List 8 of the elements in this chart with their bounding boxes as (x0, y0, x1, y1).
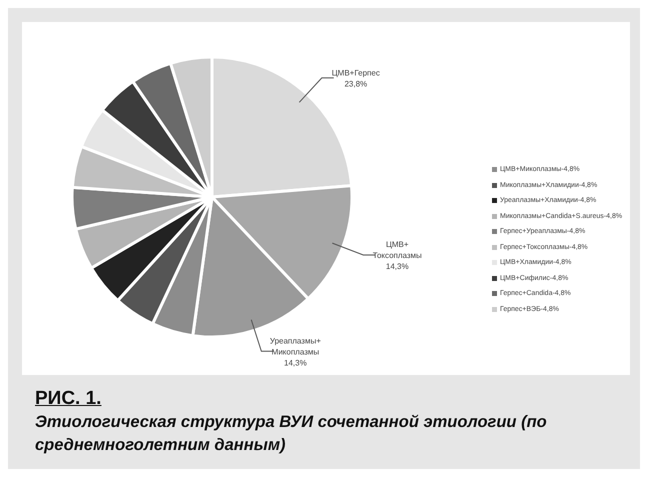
slice-label: Уреаплазмы+ Микоплазмы (270, 336, 322, 356)
slice-label: ЦМВ+Герпес (332, 68, 380, 78)
data-label: 14,3% (386, 262, 409, 271)
data-label: 23,8% (344, 79, 368, 88)
slice-label: ЦМВ+ Токсоплазмы (372, 240, 422, 260)
text: РИС. 1. (35, 388, 102, 410)
text: Этиологическая структура ВУИ сочетанной этиологии (по среднемноголетним данным) (35, 412, 548, 456)
data-label: 14,3% (284, 358, 307, 368)
